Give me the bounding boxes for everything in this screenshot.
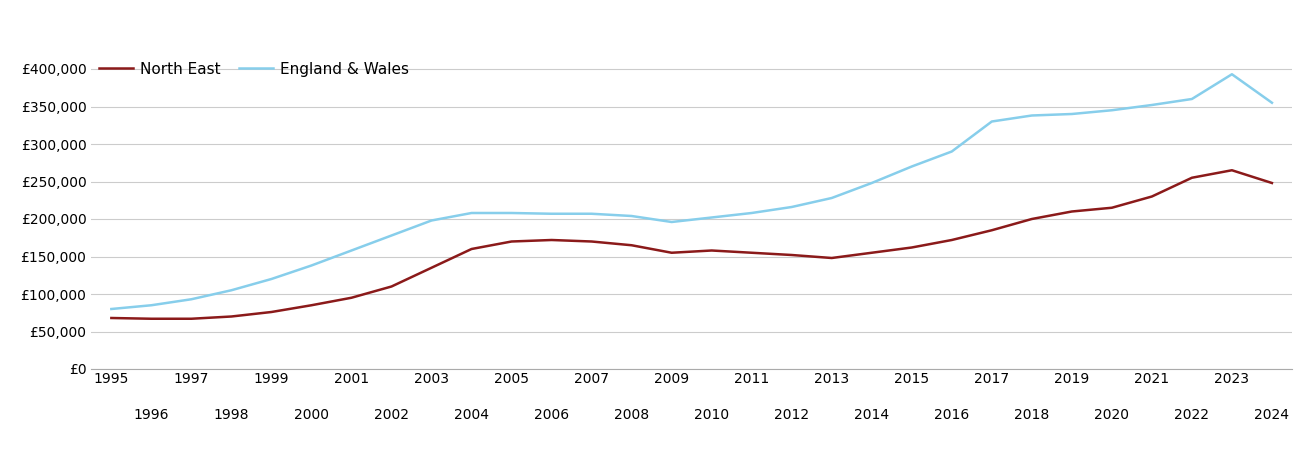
North East bbox=[463, 246, 479, 252]
North East bbox=[184, 316, 200, 321]
North East bbox=[583, 239, 599, 244]
England & Wales bbox=[583, 211, 599, 216]
England & Wales bbox=[264, 276, 279, 282]
North East bbox=[544, 237, 560, 243]
North East bbox=[384, 284, 399, 289]
England & Wales bbox=[184, 297, 200, 302]
England & Wales bbox=[1224, 72, 1240, 77]
England & Wales bbox=[1265, 100, 1280, 105]
North East bbox=[1024, 216, 1040, 222]
North East bbox=[904, 245, 920, 250]
Text: 2018: 2018 bbox=[1014, 408, 1049, 422]
England & Wales bbox=[1104, 108, 1120, 113]
England & Wales bbox=[664, 219, 680, 225]
England & Wales bbox=[384, 233, 399, 238]
England & Wales bbox=[784, 204, 800, 210]
Text: 2004: 2004 bbox=[454, 408, 489, 422]
North East bbox=[664, 250, 680, 256]
England & Wales bbox=[1184, 96, 1199, 102]
England & Wales bbox=[544, 211, 560, 216]
Line: England & Wales: England & Wales bbox=[111, 74, 1272, 309]
England & Wales bbox=[823, 195, 839, 201]
Text: 2024: 2024 bbox=[1254, 408, 1289, 422]
England & Wales bbox=[1064, 111, 1079, 117]
North East bbox=[744, 250, 760, 256]
Text: 2006: 2006 bbox=[534, 408, 569, 422]
England & Wales bbox=[624, 213, 639, 219]
Text: 1998: 1998 bbox=[214, 408, 249, 422]
England & Wales bbox=[984, 119, 1000, 124]
Text: 2000: 2000 bbox=[294, 408, 329, 422]
Text: 2012: 2012 bbox=[774, 408, 809, 422]
North East bbox=[264, 309, 279, 315]
North East bbox=[223, 314, 239, 319]
England & Wales bbox=[864, 180, 880, 186]
England & Wales bbox=[904, 164, 920, 169]
North East bbox=[1144, 194, 1160, 199]
North East bbox=[624, 243, 639, 248]
North East bbox=[1224, 167, 1240, 173]
Text: 2010: 2010 bbox=[694, 408, 729, 422]
North East bbox=[1265, 180, 1280, 186]
North East bbox=[144, 316, 159, 321]
Text: 2002: 2002 bbox=[375, 408, 408, 422]
North East bbox=[984, 228, 1000, 233]
England & Wales bbox=[144, 302, 159, 308]
North East bbox=[703, 248, 719, 253]
North East bbox=[864, 250, 880, 256]
Text: 1996: 1996 bbox=[133, 408, 170, 422]
England & Wales bbox=[1144, 102, 1160, 108]
Text: 2014: 2014 bbox=[855, 408, 889, 422]
Text: 2016: 2016 bbox=[934, 408, 970, 422]
England & Wales bbox=[463, 210, 479, 216]
England & Wales bbox=[703, 215, 719, 220]
Text: 2020: 2020 bbox=[1095, 408, 1129, 422]
North East bbox=[343, 295, 359, 301]
North East bbox=[944, 237, 959, 243]
Text: 2022: 2022 bbox=[1174, 408, 1210, 422]
England & Wales bbox=[744, 210, 760, 216]
England & Wales bbox=[223, 288, 239, 293]
North East bbox=[103, 315, 119, 321]
Text: 2008: 2008 bbox=[615, 408, 649, 422]
North East bbox=[1104, 205, 1120, 211]
England & Wales bbox=[343, 248, 359, 253]
North East bbox=[304, 302, 320, 308]
England & Wales bbox=[1024, 113, 1040, 118]
England & Wales bbox=[304, 263, 320, 268]
England & Wales bbox=[944, 149, 959, 154]
North East bbox=[1184, 175, 1199, 180]
England & Wales bbox=[103, 306, 119, 312]
North East bbox=[424, 265, 440, 270]
North East bbox=[504, 239, 519, 244]
England & Wales bbox=[504, 210, 519, 216]
North East bbox=[823, 255, 839, 261]
North East bbox=[1064, 209, 1079, 214]
England & Wales bbox=[424, 218, 440, 223]
Line: North East: North East bbox=[111, 170, 1272, 319]
North East bbox=[784, 252, 800, 258]
Legend: North East, England & Wales: North East, England & Wales bbox=[99, 62, 410, 76]
